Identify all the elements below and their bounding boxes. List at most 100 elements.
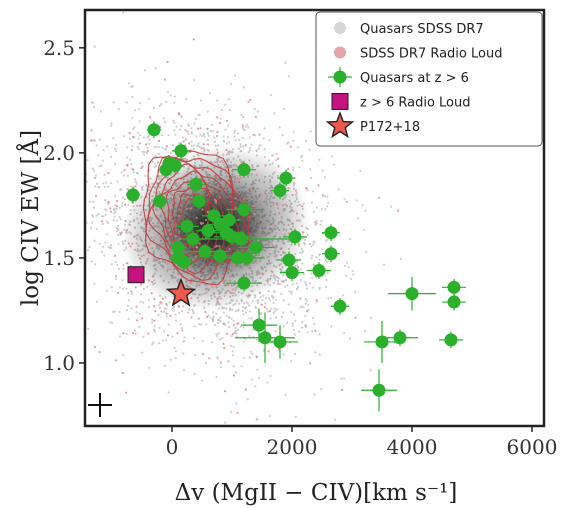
z6-quasar-point <box>180 219 194 233</box>
z6-quasar-point <box>324 247 338 261</box>
radio-loud-point <box>110 210 113 213</box>
sdss-point <box>112 219 115 222</box>
legend-item: P172+18 <box>325 110 420 139</box>
sdss-point <box>256 338 259 341</box>
sdss-point <box>112 137 115 140</box>
sdss-point <box>263 127 266 130</box>
sdss-point <box>193 79 196 82</box>
sdss-point <box>270 307 273 310</box>
sdss-point <box>117 224 120 227</box>
sdss-point <box>144 174 147 177</box>
radio-loud-point <box>206 315 209 318</box>
sdss-point <box>184 137 188 141</box>
legend-box <box>315 11 543 147</box>
sdss-point <box>107 185 110 188</box>
sdss-point <box>95 214 98 217</box>
sdss-point <box>102 245 105 248</box>
radio-loud-point <box>167 229 171 232</box>
sdss-point <box>198 114 201 117</box>
sdss-point <box>138 101 142 105</box>
sdss-point <box>169 358 172 361</box>
sdss-point <box>180 327 183 330</box>
radio-loud-point <box>177 113 181 116</box>
sdss-point <box>224 103 227 106</box>
sdss-point <box>284 61 287 64</box>
sdss-point <box>304 281 307 284</box>
sdss-point <box>320 207 324 211</box>
sdss-point <box>190 131 193 134</box>
sdss-point <box>92 206 95 209</box>
sdss-point <box>287 303 290 306</box>
sdss-point <box>304 238 307 241</box>
sdss-point <box>212 311 215 314</box>
sdss-point <box>311 330 314 333</box>
y-tick-label: 1.5 <box>43 246 75 270</box>
sdss-point <box>308 282 312 285</box>
sdss-point <box>208 92 212 95</box>
sdss-point <box>184 128 187 132</box>
sdss-point <box>222 140 225 143</box>
sdss-point <box>301 262 304 265</box>
radio-loud-point <box>215 201 218 204</box>
z6-quasar-point <box>174 144 188 158</box>
sdss-point <box>216 148 219 151</box>
radio-loud-point <box>107 172 110 175</box>
radio-loud-point <box>378 196 381 199</box>
sdss-point <box>291 322 294 325</box>
sdss-point <box>102 215 105 218</box>
sdss-point <box>80 216 82 218</box>
sdss-point <box>246 398 249 401</box>
sdss-point <box>122 354 125 357</box>
sdss-point <box>174 133 177 136</box>
sdss-point <box>90 227 93 230</box>
sdss-point <box>314 351 317 354</box>
sdss-point <box>268 139 271 142</box>
sdss-point <box>164 120 167 124</box>
x-tick-label: 6000 <box>507 435 558 459</box>
sdss-point <box>306 233 309 236</box>
sdss-point <box>263 156 266 159</box>
radio-loud-point <box>222 342 225 345</box>
radio-loud-point <box>123 169 126 172</box>
radio-loud-point <box>247 266 250 269</box>
sdss-point <box>197 317 201 320</box>
sdss-point <box>195 135 198 138</box>
special-markers <box>127 266 197 307</box>
radio-loud-point <box>169 314 172 318</box>
sdss-point <box>213 136 216 139</box>
plot-frame <box>83 8 546 428</box>
radio-loud-point <box>223 346 226 350</box>
sdss-point <box>212 315 215 318</box>
sdss-point <box>126 174 129 177</box>
sdss-point <box>288 75 291 78</box>
sdss-point <box>199 133 202 136</box>
sdss-point <box>299 297 302 300</box>
radio-loud-point <box>277 157 280 160</box>
radio-loud-point <box>150 292 153 295</box>
sdss-point <box>102 182 105 185</box>
radio-loud-point <box>259 201 262 204</box>
sdss-point <box>203 135 206 138</box>
sdss-point <box>292 166 295 169</box>
sdss-point <box>173 95 176 98</box>
radio-loud-point <box>163 78 166 81</box>
sdss-point <box>297 330 301 333</box>
sdss-point <box>211 341 214 344</box>
radio-loud-point <box>314 329 317 332</box>
sdss-point <box>142 136 145 139</box>
sdss-point <box>141 351 144 354</box>
sdss-point <box>310 201 313 204</box>
sdss-point <box>112 310 115 313</box>
sdss-point <box>211 124 214 127</box>
sdss-point <box>288 290 291 293</box>
sdss-point <box>357 217 360 220</box>
sdss-point <box>243 129 246 132</box>
radio-loud-point <box>93 345 96 349</box>
sdss-point <box>138 120 141 123</box>
sdss-point <box>130 290 133 293</box>
sdss-point <box>206 139 209 142</box>
radio-loud-point <box>294 189 297 192</box>
radio-loud-point <box>139 213 142 216</box>
sdss-point <box>299 251 302 254</box>
